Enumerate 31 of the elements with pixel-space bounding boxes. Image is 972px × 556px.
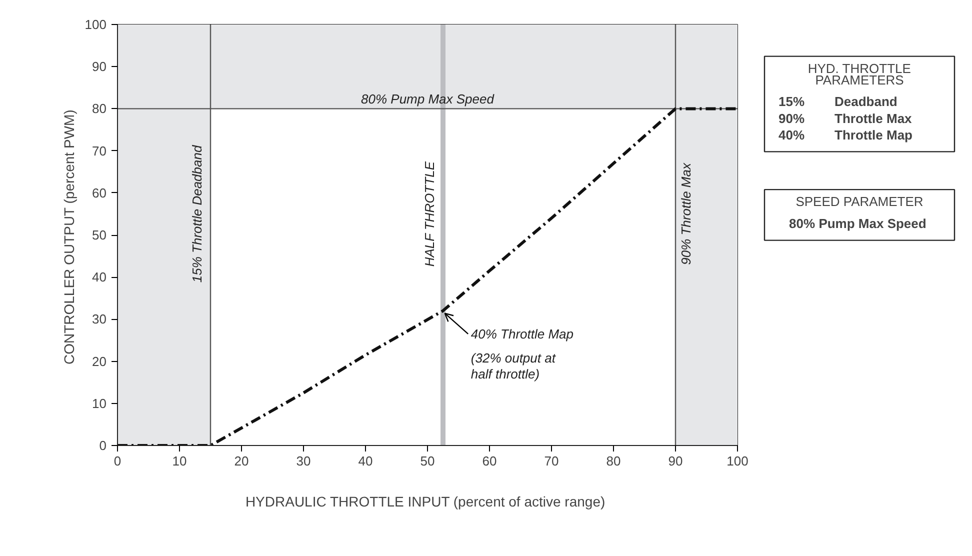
x-tick-label: 30 (296, 454, 311, 468)
x-tick-label: 0 (114, 454, 122, 468)
y-tick-label: 90 (92, 59, 107, 74)
x-tick-label: 70 (544, 454, 559, 468)
x-tick-label: 40 (358, 454, 373, 468)
y-tick-label: 60 (92, 185, 107, 200)
x-tick-label: 60 (482, 454, 497, 468)
y-tick-label: 80 (92, 101, 107, 116)
ref-line-label: 90% Throttle Max (678, 162, 694, 265)
y-tick-label: 0 (99, 438, 107, 453)
x-tick-label: 10 (172, 454, 187, 468)
y-tick-label: 20 (92, 354, 107, 369)
ref-line-label: 80% Pump Max Speed (361, 92, 495, 107)
annotation: 40% Throttle Map (32% output at half throttle) (470, 326, 574, 382)
x-tick-label: 90 (668, 454, 683, 468)
y-tick-label: 50 (92, 228, 107, 242)
x-tick-label: 80 (606, 454, 621, 468)
x-tick-label: 100 (726, 454, 748, 468)
y-axis-title: CONTROLLER OUTPUT (percent PWM) (60, 110, 77, 365)
y-tick-label: 10 (92, 396, 107, 411)
text: SPEED PARAMETER 80% Pump Max Speed (789, 194, 926, 232)
x-axis-title: HYDRAULIC THROTTLE INPUT (percent of active range) (245, 494, 606, 510)
y-tick-label: 30 (92, 312, 107, 327)
x-tick-label: 50 (420, 454, 435, 468)
y-tick-label: 70 (92, 143, 107, 158)
x-tick-label: 20 (234, 454, 249, 468)
ref-line-label: 15% Throttle Deadband (190, 144, 204, 283)
text: HYD. THROTTLE PARAMETERS 15% Deadband 90% Throttle Max 40% Throttle Map (778, 60, 912, 143)
y-tick-label: 100 (84, 17, 107, 32)
y-tick-label: 40 (92, 270, 107, 285)
ref-line-label: HALF THROTTLE (422, 161, 437, 267)
